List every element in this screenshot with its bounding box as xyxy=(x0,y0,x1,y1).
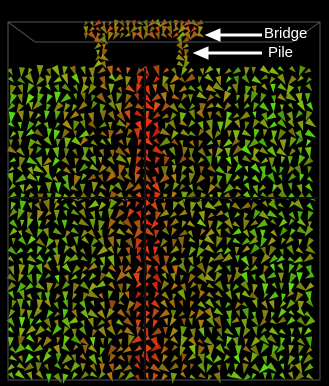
annotation-label: Bridge xyxy=(264,25,307,42)
vector-field-view: Bridge Pile xyxy=(0,0,329,386)
page: Bridge Pile (() => { const data = JSON.p… xyxy=(0,0,329,386)
annotation-label: Pile xyxy=(268,44,293,61)
